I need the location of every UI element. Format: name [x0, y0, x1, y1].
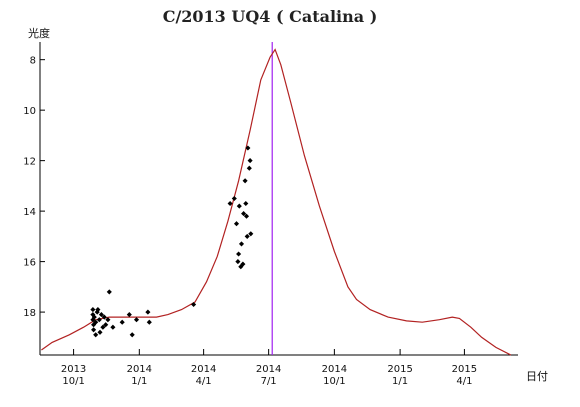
- data-point: [236, 203, 242, 209]
- x-tick-date: 7/1: [261, 376, 277, 387]
- data-point: [236, 251, 242, 257]
- y-axis-label: 光度: [28, 26, 50, 40]
- data-point: [247, 158, 253, 164]
- data-point: [119, 319, 125, 325]
- data-point: [93, 332, 99, 338]
- x-tick-date: 4/1: [456, 376, 472, 387]
- y-tick-label: 14: [23, 207, 36, 218]
- x-tick-date: 1/1: [392, 376, 408, 387]
- data-point: [91, 314, 97, 320]
- data-point: [126, 312, 132, 318]
- data-point: [100, 324, 106, 330]
- data-point: [145, 309, 151, 315]
- y-tick-label: 8: [30, 56, 36, 67]
- y-tick-label: 12: [23, 157, 36, 168]
- chart-title: C/2013 UQ4 ( Catalina ): [163, 7, 378, 26]
- x-tick-date: 1/1: [131, 376, 147, 387]
- x-tick-year: 2014: [256, 364, 281, 375]
- data-point: [129, 332, 135, 338]
- x-tick-date: 10/1: [62, 376, 84, 387]
- data-point: [95, 307, 101, 313]
- x-tick-year: 2013: [61, 364, 86, 375]
- data-point: [101, 314, 107, 320]
- data-point: [146, 319, 152, 325]
- data-point: [238, 241, 245, 247]
- x-tick-year: 2014: [127, 364, 152, 375]
- data-point: [231, 195, 237, 202]
- observation-points: [90, 145, 254, 338]
- data-point: [96, 317, 102, 323]
- y-tick-label: 16: [23, 258, 36, 269]
- data-point: [235, 259, 241, 265]
- data-point: [241, 211, 247, 217]
- axes: 81012141618201310/120141/120144/120147/1…: [23, 42, 518, 387]
- curve-line: [41, 48, 512, 356]
- y-tick-label: 10: [23, 106, 36, 117]
- data-point: [243, 200, 249, 207]
- x-tick-year: 2015: [387, 364, 412, 375]
- data-point: [110, 324, 116, 330]
- data-point: [243, 213, 250, 219]
- data-point: [91, 327, 97, 333]
- data-point: [246, 165, 252, 171]
- data-point: [245, 145, 251, 151]
- x-tick-year: 2015: [452, 364, 477, 375]
- y-tick-label: 18: [23, 308, 36, 319]
- prediction-curve: [41, 48, 512, 356]
- data-point: [248, 231, 254, 237]
- data-point: [233, 221, 240, 227]
- x-tick-date: 4/1: [196, 376, 212, 387]
- data-point: [105, 317, 111, 323]
- data-point: [240, 261, 246, 267]
- data-point: [106, 289, 112, 295]
- data-point: [191, 301, 197, 308]
- x-tick-year: 2014: [191, 364, 216, 375]
- data-point: [244, 233, 250, 239]
- x-tick-date: 10/1: [323, 376, 345, 387]
- x-tick-year: 2014: [322, 364, 347, 375]
- data-point: [242, 178, 248, 184]
- data-point: [90, 307, 96, 313]
- x-axis-label: 日付: [526, 370, 548, 383]
- data-point: [133, 317, 140, 323]
- data-point: [227, 200, 233, 207]
- data-point: [98, 312, 104, 318]
- data-point: [97, 329, 103, 335]
